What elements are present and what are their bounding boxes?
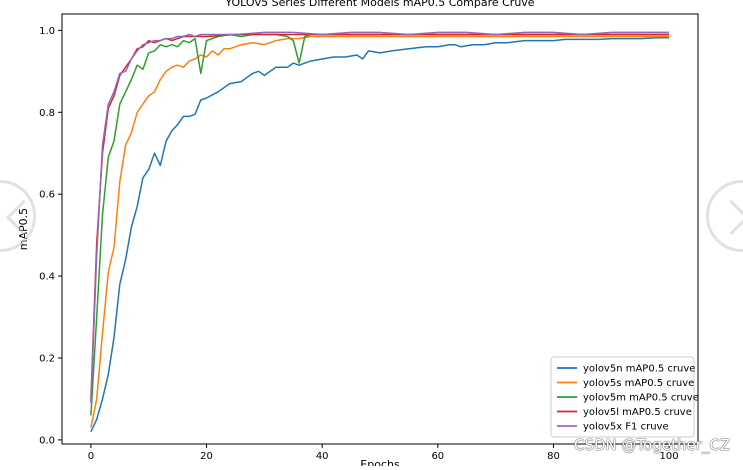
x-tick-label: 40 [316,451,329,462]
x-axis-label: Epochs [360,458,400,466]
y-tick-label: 0.0 [39,435,55,446]
series-line-5 [90,31,670,404]
legend-box [550,356,695,438]
series-line-1 [90,37,670,433]
chart-legend: yolov5n mAP0.5 cruve yolov5s mAP0.5 cruve… [550,356,699,438]
watermark-text: CSDN @Together_CZ [574,436,731,454]
series-line-4 [90,33,670,400]
y-tick-label: 0.4 [39,272,55,283]
legend-label: yolov5m mAP0.5 cruve [583,393,699,404]
y-tick-label: 0.2 [39,354,55,365]
y-tick-label: 1.0 [39,26,55,37]
series-lines [90,31,670,433]
x-tick-label: 0 [88,451,94,462]
chevron-right-icon [713,199,743,236]
chart-title: YOLOv5 Series Different Models mAP0.5 Co… [224,0,534,9]
x-tick-label: 80 [547,451,560,462]
legend-label: yolov5l mAP0.5 cruve [583,407,692,418]
y-tick-label: 0.8 [39,108,55,119]
x-tick-label: 60 [431,451,444,462]
x-tick-label: 100 [660,451,679,462]
plot-frame [61,13,699,445]
legend-label: yolov5x F1 cruve [583,422,669,433]
legend-label: yolov5n mAP0.5 cruve [583,364,695,375]
y-tick-label: 0.6 [39,190,55,201]
axis-ticks: 0 20 40 60 80 100 0.0 0.2 0.4 0.6 0.8 1.0 [39,26,679,462]
legend-label: yolov5s mAP0.5 cruve [583,378,694,389]
x-tick-label: 20 [200,451,213,462]
